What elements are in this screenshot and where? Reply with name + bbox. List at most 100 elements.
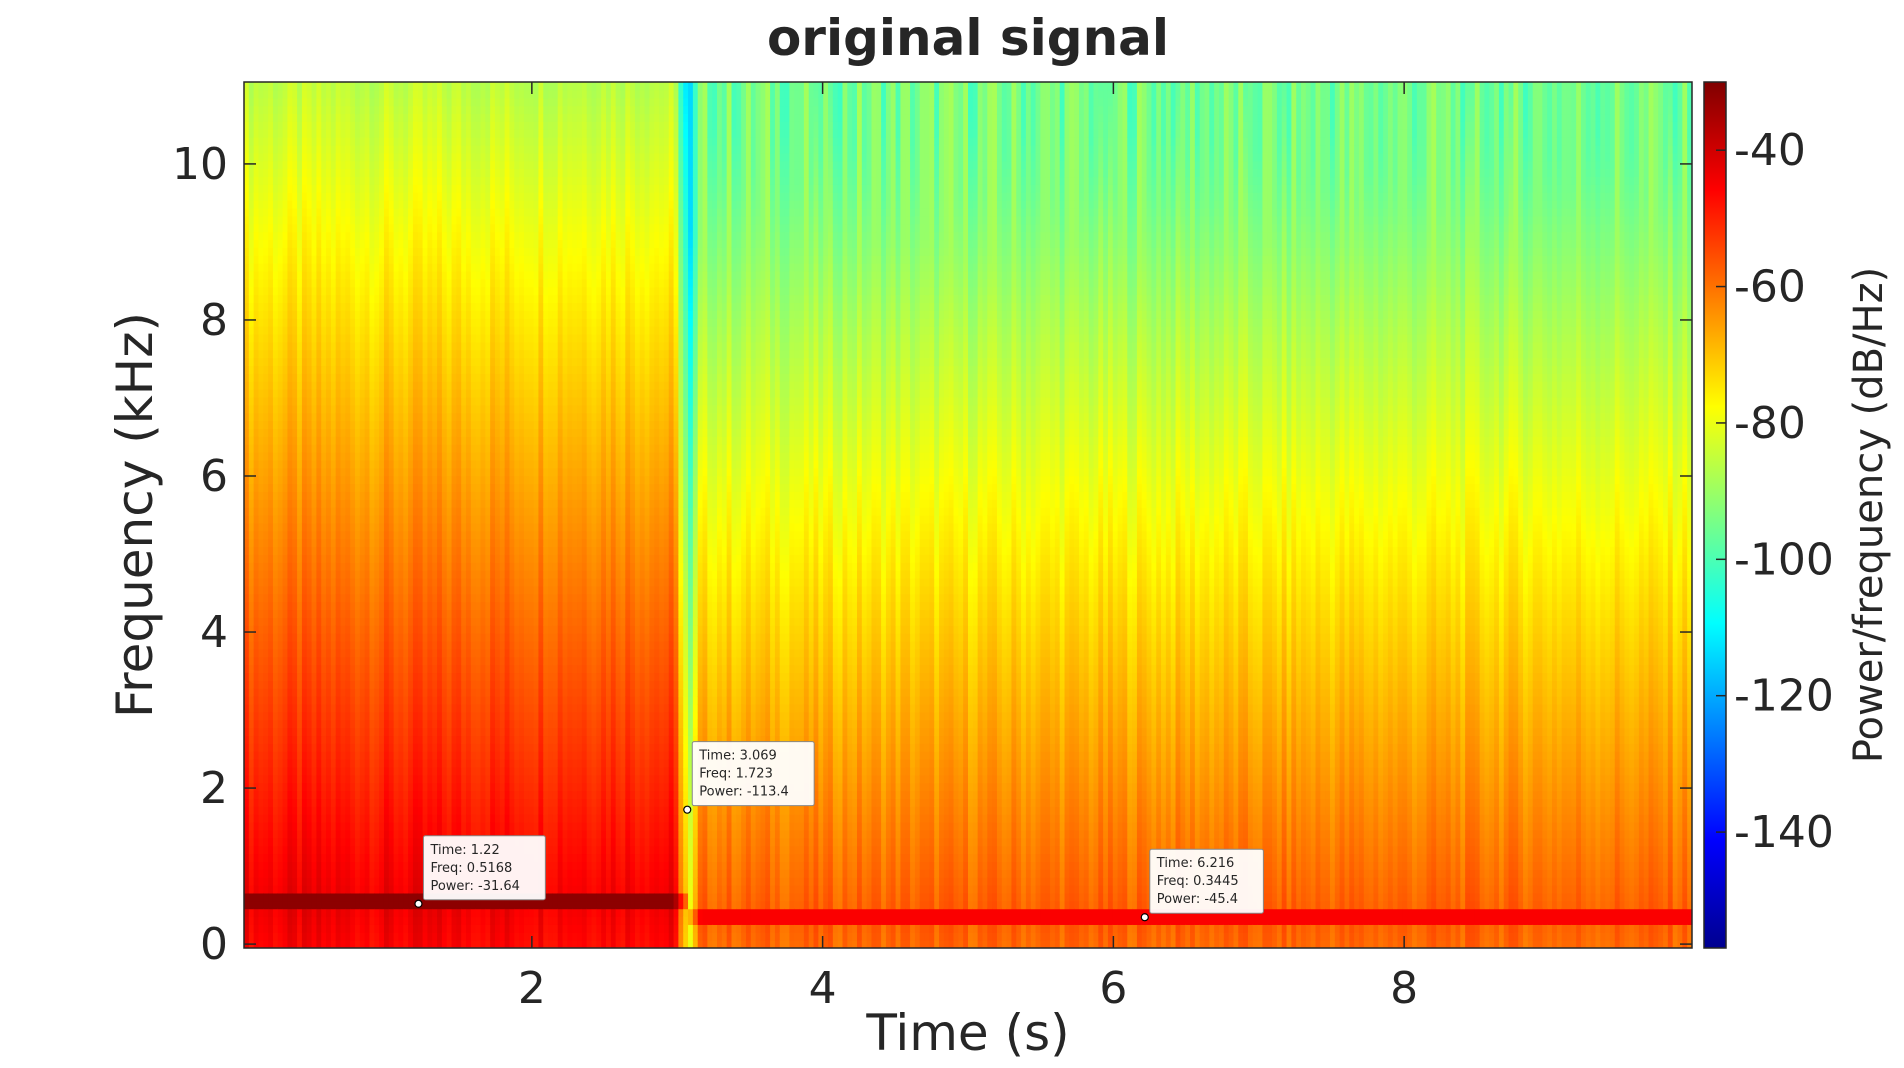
spectrogram-cell — [432, 665, 437, 673]
spectrogram-cell — [350, 279, 355, 287]
spectrogram-cell — [321, 854, 326, 862]
spectrogram-cell — [258, 783, 263, 791]
spectrogram-cell — [418, 869, 423, 877]
spectrogram-cell — [249, 153, 254, 161]
spectrogram-cell — [427, 720, 432, 728]
spectrogram-cell — [244, 861, 249, 869]
spectrogram-cell — [258, 570, 263, 578]
spectrogram-cell — [302, 279, 307, 287]
spectrogram-cell — [254, 594, 259, 602]
spectrogram-cell — [278, 822, 283, 830]
spectrogram-cell — [384, 169, 389, 177]
spectrogram-cell — [432, 917, 437, 925]
spectrogram-cell — [336, 743, 341, 751]
spectrogram-cell — [418, 358, 423, 366]
spectrogram-cell — [302, 239, 307, 247]
spectrogram-cell — [273, 578, 278, 586]
spectrogram-cell — [254, 397, 259, 405]
spectrogram-cell — [258, 893, 263, 901]
spectrogram-cell — [437, 302, 442, 310]
spectrogram-cell — [336, 184, 341, 192]
spectrogram-cell — [408, 224, 413, 232]
spectrogram-cell — [379, 405, 384, 413]
spectrogram-cell — [336, 192, 341, 200]
spectrogram-cell — [442, 176, 447, 184]
spectrogram-cell — [437, 562, 442, 570]
spectrogram-cell — [302, 696, 307, 704]
spectrogram-cell — [360, 633, 365, 641]
spectrogram-cell — [345, 735, 350, 743]
spectrogram-cell — [350, 814, 355, 822]
spectrogram-cell — [398, 350, 403, 358]
spectrogram-cell — [244, 830, 249, 838]
spectrogram-cell — [456, 90, 461, 98]
spectrogram-cell — [398, 838, 403, 846]
spectrogram-cell — [456, 279, 461, 287]
spectrogram-cell — [244, 436, 249, 444]
spectrogram-cell — [273, 688, 278, 696]
spectrogram-cell — [316, 200, 321, 208]
spectrogram-cell — [408, 145, 413, 153]
spectrogram-cell — [423, 106, 428, 114]
spectrogram-cell — [292, 287, 297, 295]
spectrogram-cell — [394, 531, 399, 539]
spectrogram-cell — [413, 838, 418, 846]
spectrogram-cell — [297, 145, 302, 153]
spectrogram-cell — [249, 342, 254, 350]
spectrogram-cell — [268, 822, 273, 830]
spectrogram-cell — [437, 696, 442, 704]
spectrogram-cell — [292, 861, 297, 869]
spectrogram-cell — [427, 743, 432, 751]
spectrogram-cell — [379, 381, 384, 389]
spectrogram-cell — [418, 641, 423, 649]
spectrogram-cell — [321, 822, 326, 830]
spectrogram-cell — [312, 649, 317, 657]
spectrogram-cell — [350, 358, 355, 366]
spectrogram-cell — [297, 334, 302, 342]
spectrogram-cell — [273, 358, 278, 366]
spectrogram-cell — [427, 121, 432, 129]
spectrogram-cell — [452, 224, 457, 232]
spectrogram-cell — [350, 232, 355, 240]
spectrogram-cell — [398, 106, 403, 114]
spectrogram-cell — [461, 609, 466, 617]
spectrogram-cell — [437, 129, 442, 137]
spectrogram-cell — [379, 783, 384, 791]
spectrogram-cell — [394, 121, 399, 129]
spectrogram-cell — [345, 814, 350, 822]
spectrogram-cell — [413, 358, 418, 366]
spectrogram-cell — [427, 224, 432, 232]
spectrogram-cell — [398, 861, 403, 869]
spectrogram-cell — [423, 153, 428, 161]
spectrogram-cell — [258, 625, 263, 633]
spectrogram-cell — [244, 491, 249, 499]
spectrogram-cell — [326, 846, 331, 854]
spectrogram-cell — [249, 665, 254, 673]
spectrogram-cell — [312, 728, 317, 736]
spectrogram-cell — [283, 318, 288, 326]
spectrogram-cell — [316, 609, 321, 617]
spectrogram-cell — [326, 562, 331, 570]
spectrogram-cell — [360, 153, 365, 161]
spectrogram-cell — [321, 743, 326, 751]
spectrogram-cell — [326, 523, 331, 531]
spectrogram-cell — [254, 586, 259, 594]
spectrogram-cell — [307, 838, 312, 846]
spectrogram-cell — [413, 468, 418, 476]
spectrogram-cell — [423, 271, 428, 279]
spectrogram-cell — [278, 334, 283, 342]
spectrogram-cell — [456, 224, 461, 232]
spectrogram-cell — [321, 121, 326, 129]
spectrogram-cell — [258, 704, 263, 712]
spectrogram-cell — [350, 365, 355, 373]
spectrogram-cell — [398, 893, 403, 901]
spectrogram-cell — [350, 334, 355, 342]
spectrogram-cell — [365, 523, 370, 531]
spectrogram-cell — [345, 791, 350, 799]
spectrogram-cell — [423, 578, 428, 586]
spectrogram-cell — [312, 342, 317, 350]
spectrogram-cell — [249, 798, 254, 806]
spectrogram-cell — [350, 413, 355, 421]
spectrogram-cell — [345, 271, 350, 279]
spectrogram-cell — [408, 609, 413, 617]
